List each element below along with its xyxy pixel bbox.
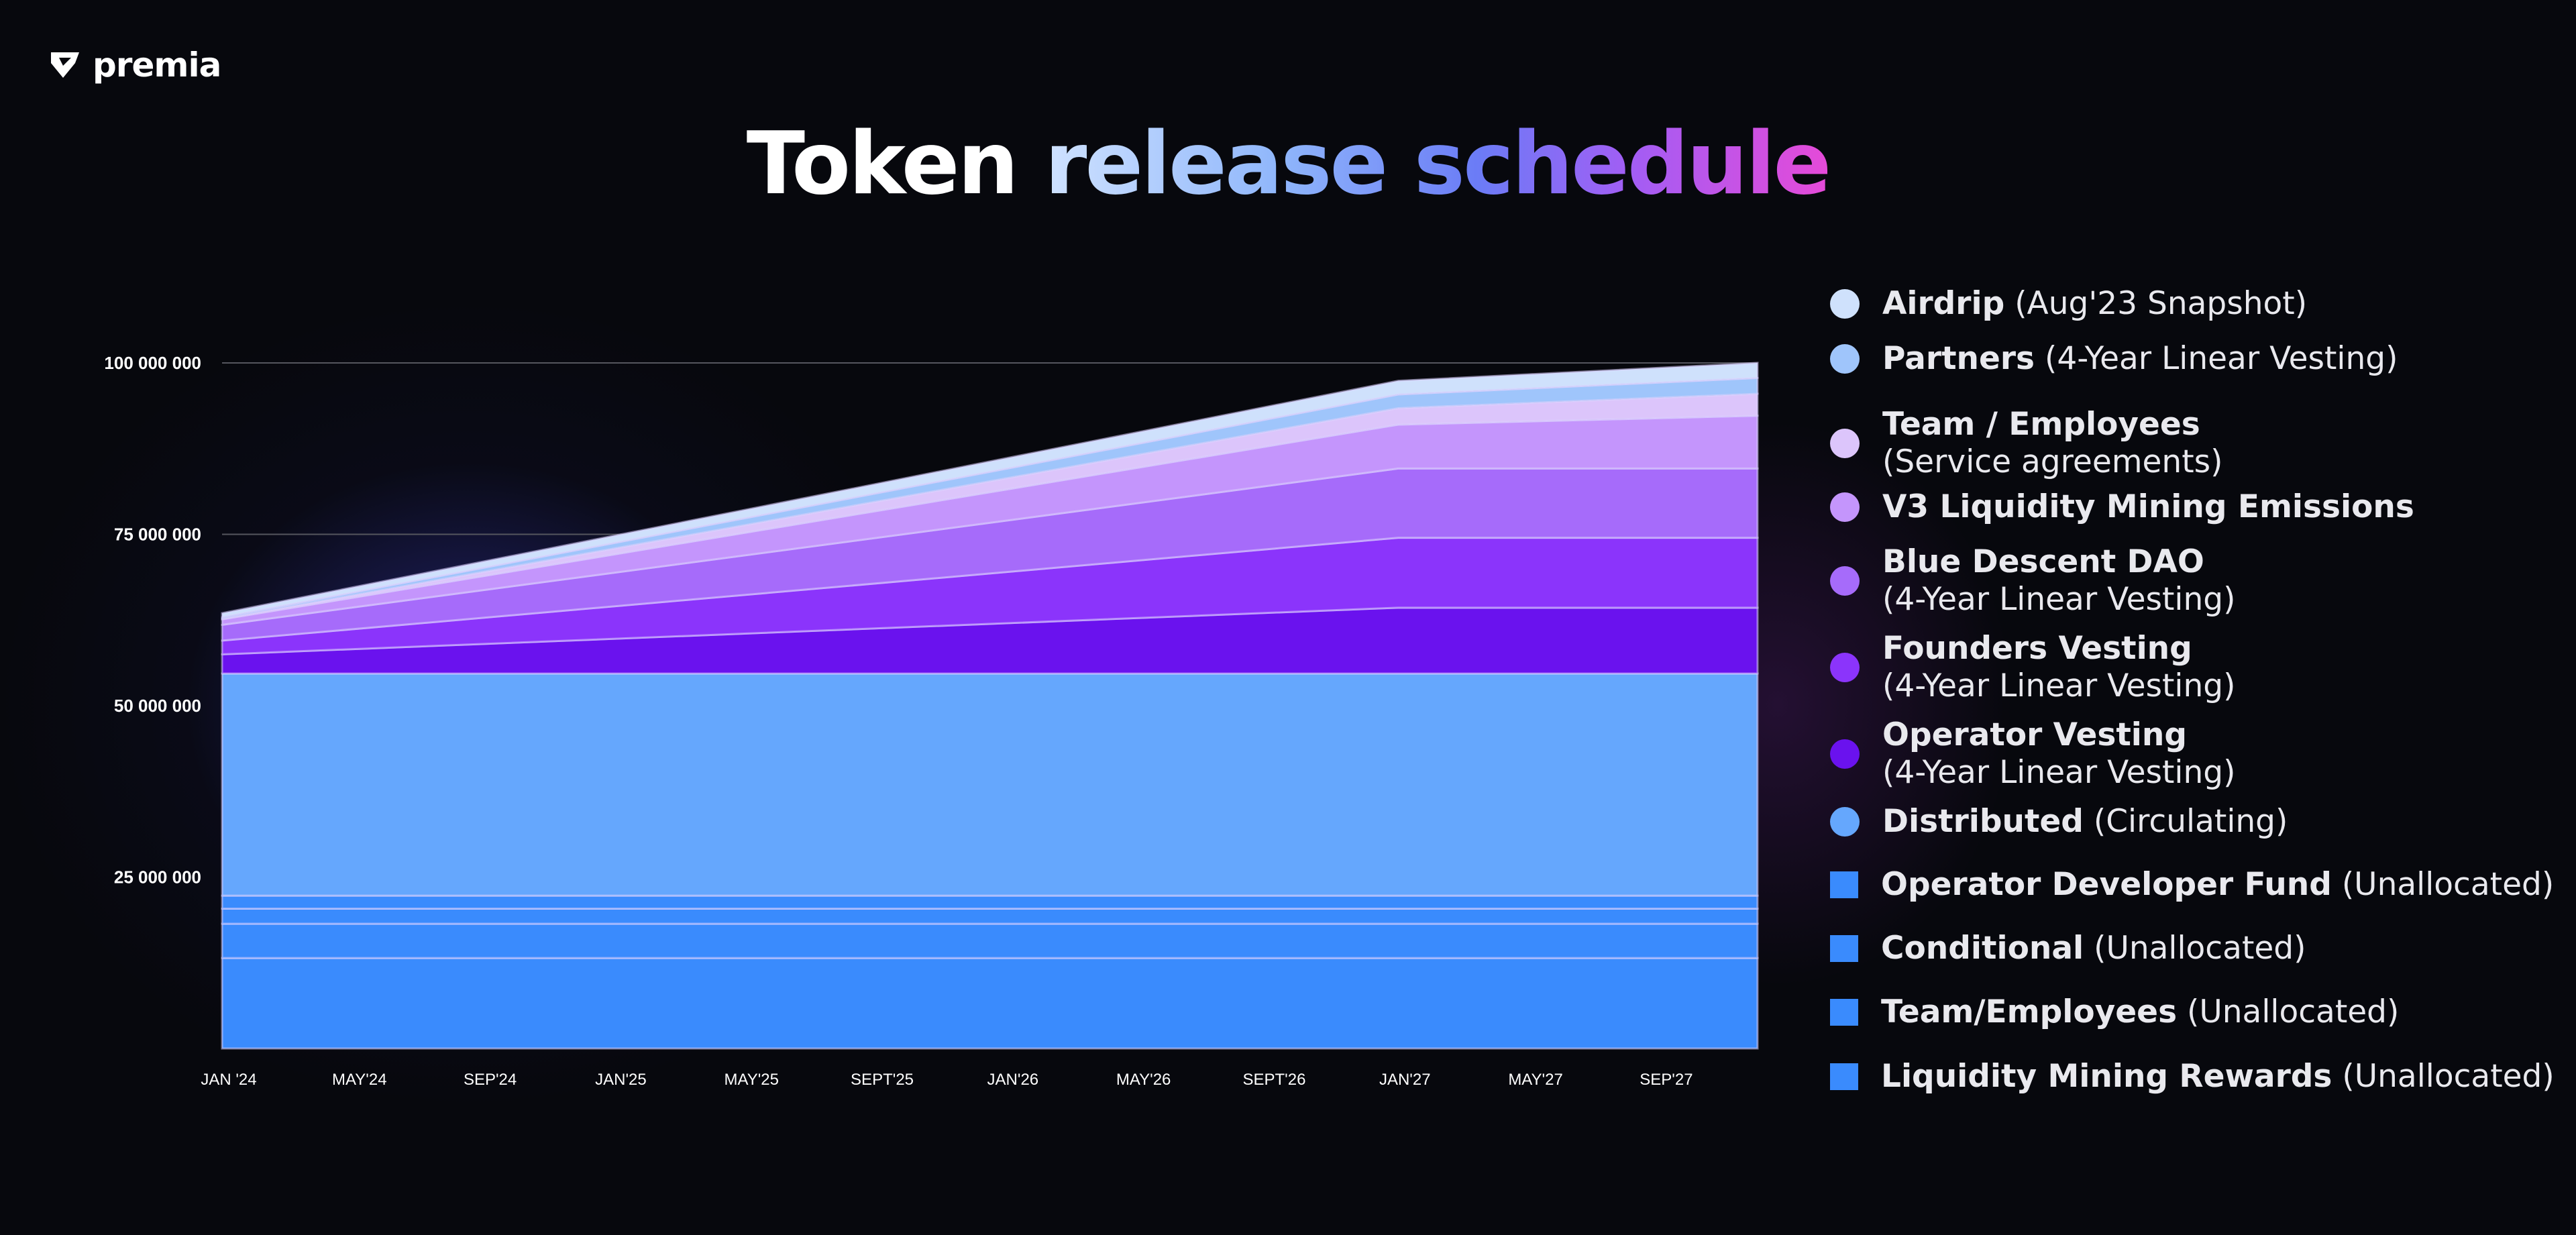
x-tick-label: JAN'26 [987,1071,1039,1089]
legend-name: Partners [1882,340,2035,377]
legend-circle-icon [1830,566,1860,596]
legend-square-icon [1830,999,1858,1026]
legend-item: Distributed (Circulating) [1830,803,2288,841]
legend-name: Founders Vesting [1882,630,2192,667]
x-tick-label: JAN '24 [201,1071,256,1089]
page-title: Token release schedule [0,114,2576,214]
title-part-1: Token [746,114,1019,214]
x-tick-label: SEPT'26 [1242,1071,1305,1089]
legend-item: Conditional (Unallocated) [1830,930,2306,967]
x-tick-label: JAN'27 [1379,1071,1431,1089]
legend-circle-icon [1830,807,1860,837]
area-team-employees [221,922,1759,959]
x-tick-label: SEPT'25 [851,1071,914,1089]
legend-item: V3 Liquidity Mining Emissions [1830,488,2414,526]
legend-item: Founders Vesting (4-Year Linear Vesting) [1830,630,2235,705]
legend-name: Operator Developer Fund [1881,866,2332,903]
legend-item: Operator Developer Fund (Unallocated) [1830,866,2554,904]
legend-item: Airdrip (Aug'23 Snapshot) [1830,285,2307,323]
legend-note: (4-Year Linear Vesting) [1882,754,2236,791]
legend-note: (Unallocated) [2342,1058,2555,1095]
title-part-2: release schedule [1044,114,1831,214]
x-tick-label: SEP'24 [464,1071,517,1089]
area-operator-developer-fund [221,894,1759,910]
area-airdrip [221,362,1759,619]
y-tick-label: 50 000 000 [114,696,201,716]
x-tick-label: MAY'25 [724,1071,779,1089]
legend-note: (Unallocated) [2187,994,2400,1030]
legend-circle-icon [1830,653,1860,682]
legend-square-icon [1830,935,1858,962]
legend-note: (Unallocated) [2094,930,2306,967]
legend-name: Airdrip [1882,285,2005,322]
legend-note: (4-Year Linear Vesting) [1882,667,2236,704]
legend-note: (Circulating) [2093,803,2288,840]
legend-note: (Unallocated) [2341,866,2555,903]
legend-circle-icon [1830,492,1860,522]
legend-name: Conditional [1881,930,2084,967]
x-tick-label: MAY'24 [332,1071,387,1089]
legend-name: V3 Liquidity Mining Emissions [1882,488,2414,525]
legend-item: Blue Descent DAO (4-Year Linear Vesting) [1830,543,2235,619]
legend-note: (Service agreements) [1882,443,2223,480]
legend-item: Operator Vesting (4-Year Linear Vesting) [1830,716,2235,792]
legend-name: Blue Descent DAO [1882,543,2204,580]
x-tick-label: MAY'27 [1508,1071,1563,1089]
legend-item: Team / Employees (Service agreements) [1830,406,2222,481]
y-tick-label: 25 000 000 [114,867,201,888]
legend-note: (Aug'23 Snapshot) [2015,285,2308,322]
legend-circle-icon [1830,344,1860,374]
legend-name: Liquidity Mining Rewards [1881,1058,2332,1095]
area-liquidity-mining-rewards [221,957,1759,1050]
legend-name: Distributed [1882,803,2084,840]
legend-name: Team/Employees [1881,994,2178,1030]
legend-circle-icon [1830,289,1860,319]
x-tick-label: SEP'27 [1640,1071,1693,1089]
legend-circle-icon [1830,429,1860,458]
legend-item: Team/Employees (Unallocated) [1830,994,2399,1031]
area-distributed [221,672,1759,897]
y-tick-label: 100 000 000 [104,353,201,373]
legend-square-icon [1830,1063,1858,1090]
premia-logo: premia [48,46,221,85]
legend-square-icon [1830,871,1858,898]
legend-item: Liquidity Mining Rewards (Unallocated) [1830,1058,2555,1095]
legend-note: (4-Year Linear Vesting) [2045,340,2398,377]
premia-logo-icon [51,52,79,78]
x-tick-label: MAY'26 [1116,1071,1171,1089]
legend-item: Partners (4-Year Linear Vesting) [1830,340,2398,378]
brand-name: premia [93,46,221,85]
legend-circle-icon [1830,739,1860,769]
area-conditional [221,908,1759,925]
legend-name: Team / Employees [1882,406,2200,443]
legend-note: (4-Year Linear Vesting) [1882,581,2236,618]
legend-name: Operator Vesting [1882,716,2188,753]
y-tick-label: 75 000 000 [114,525,201,545]
x-tick-label: JAN'25 [595,1071,647,1089]
